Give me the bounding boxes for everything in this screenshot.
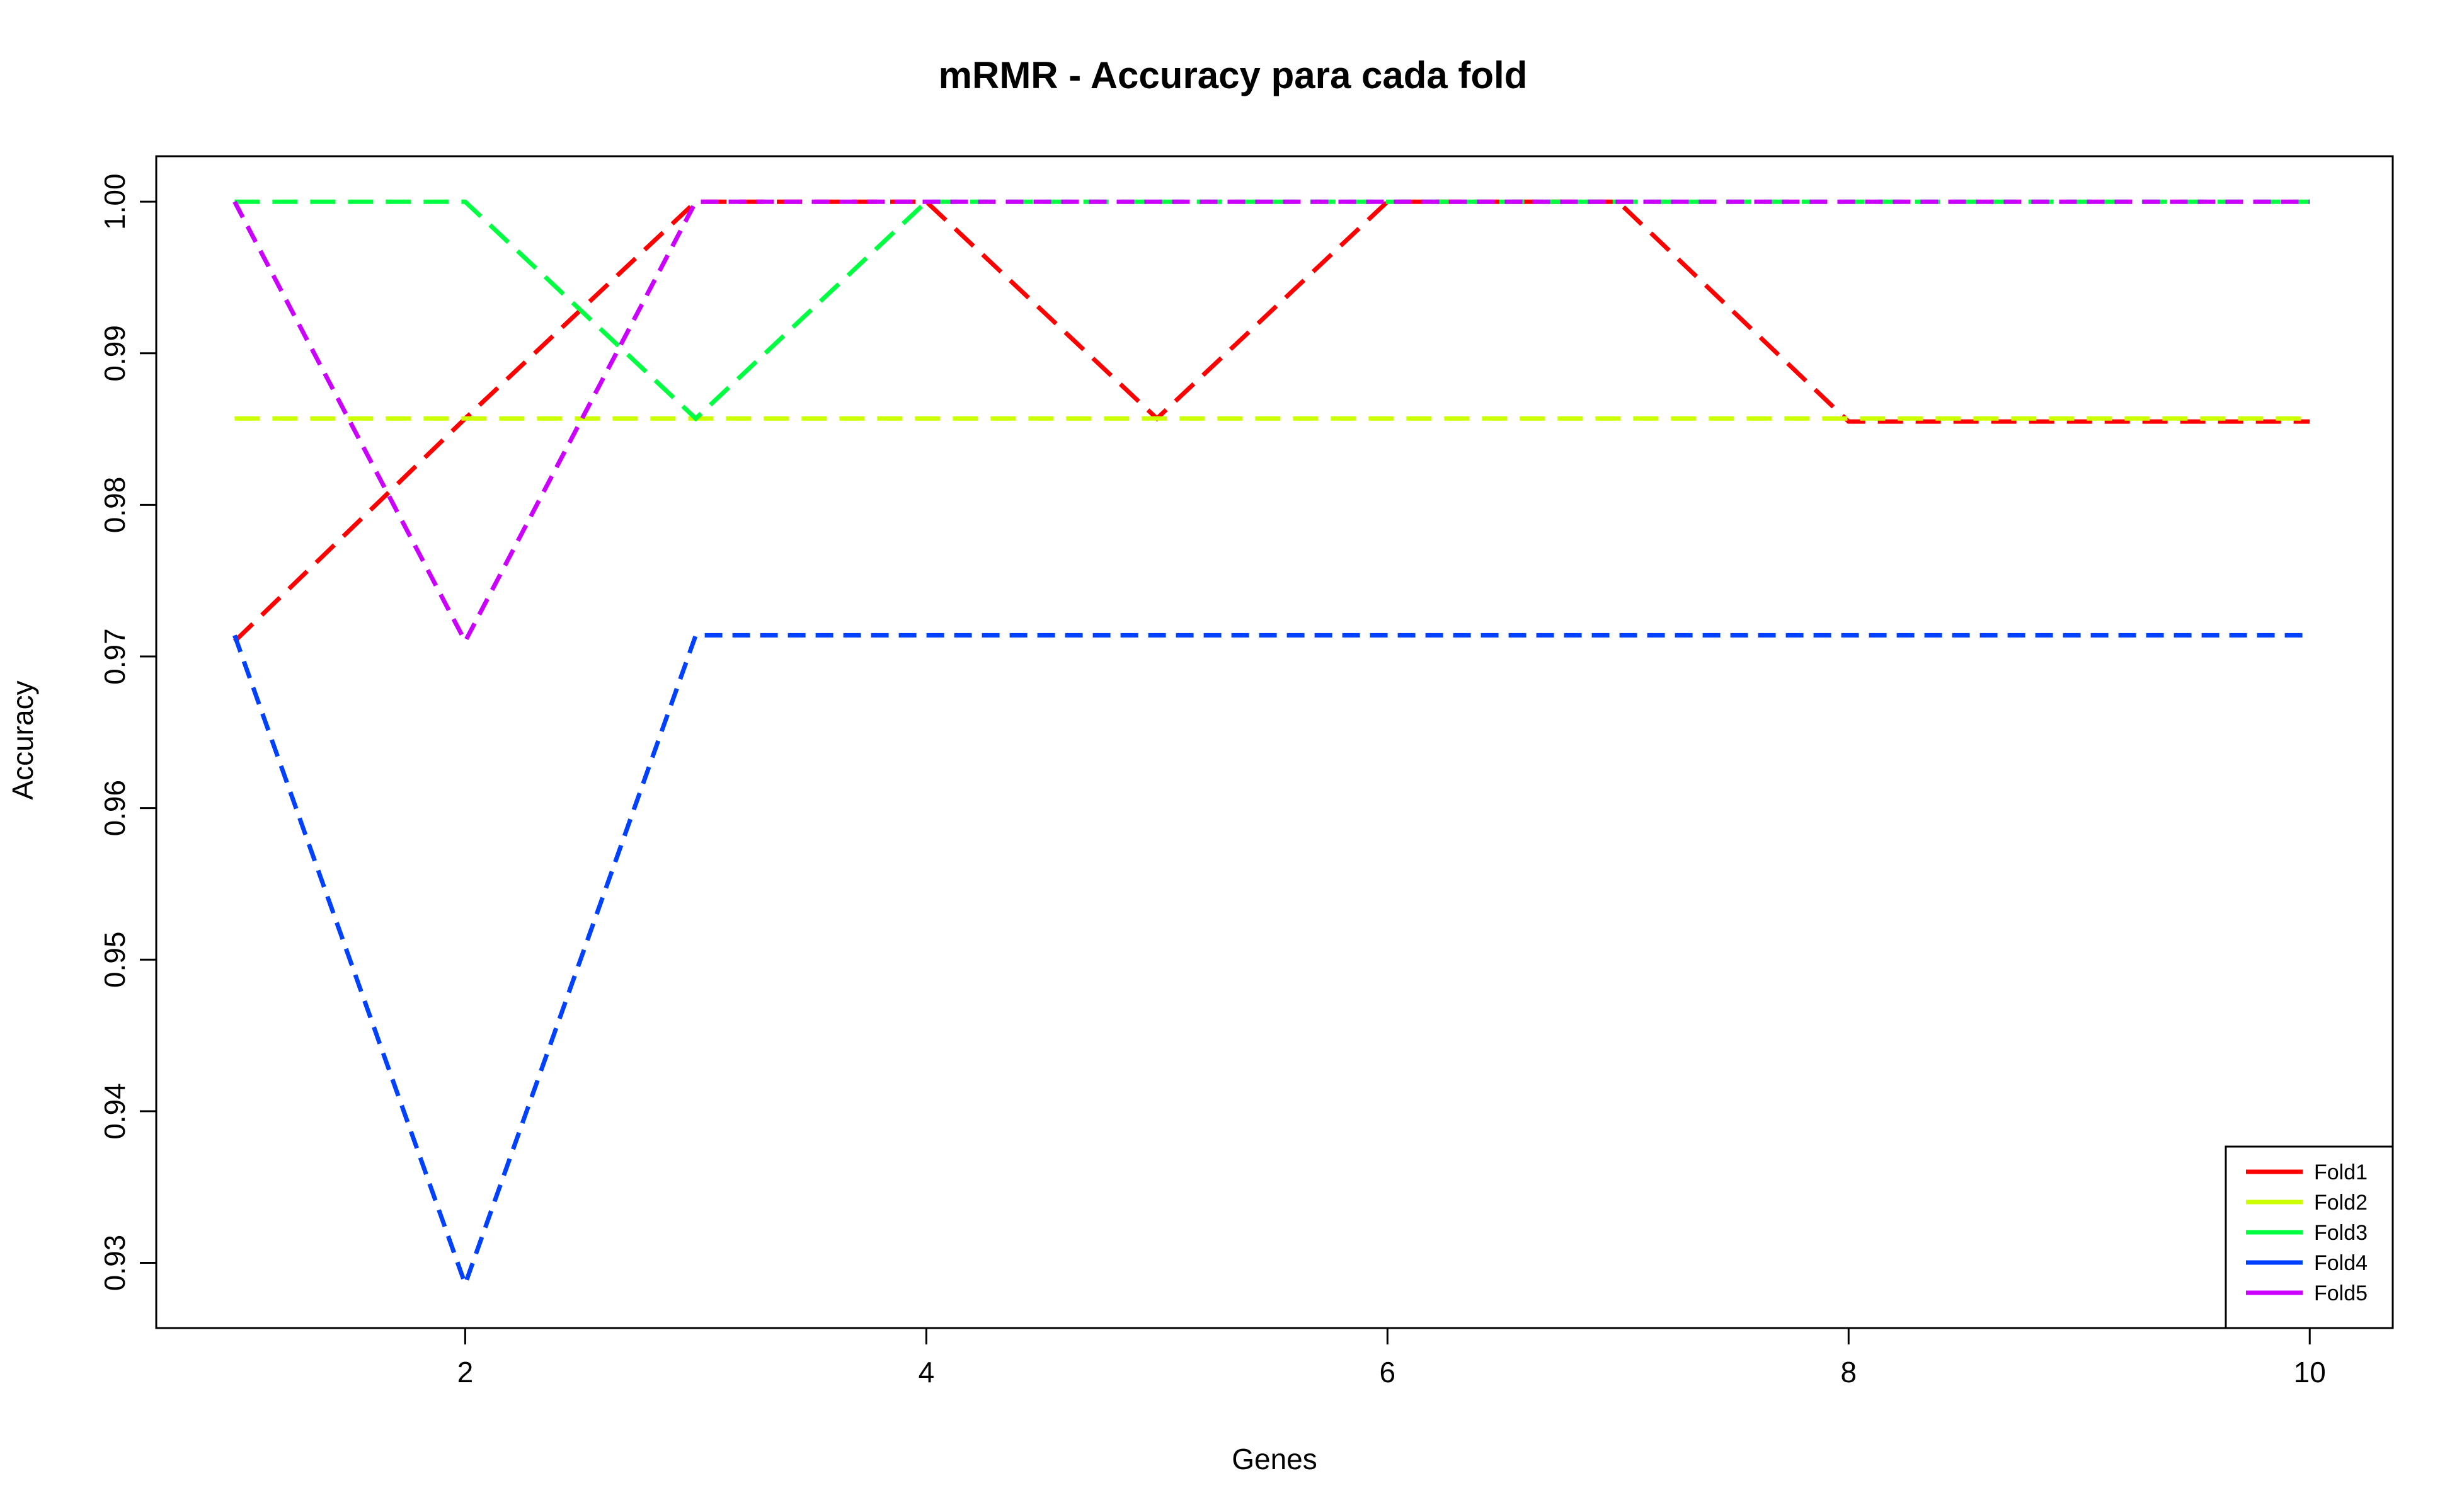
y-tick-label: 0.93: [98, 1235, 131, 1292]
legend-label-fold3: Fold3: [2314, 1221, 2368, 1245]
series-layer: [232, 199, 2310, 1291]
y-tick-label: 0.95: [98, 932, 131, 988]
legend-label-fold1: Fold1: [2314, 1160, 2368, 1184]
legend-label-fold5: Fold5: [2314, 1281, 2368, 1305]
x-tick-label: 4: [919, 1356, 935, 1389]
legend-box: [2225, 1145, 2394, 1329]
y-tick-label: 0.96: [98, 780, 131, 837]
x-tick-label: 2: [457, 1356, 474, 1389]
x-tick-label: 10: [2294, 1356, 2326, 1389]
y-tick-label: 1.00: [98, 173, 131, 230]
series-line-fold1: [232, 199, 2310, 643]
x-tick-label: 6: [1380, 1356, 1396, 1389]
chart-title: mRMR - Accuracy para cada fold: [939, 54, 1528, 96]
y-tick-label: 0.99: [98, 325, 131, 382]
x-axis-label: Genes: [1232, 1443, 1317, 1475]
series-line-fold5: [232, 199, 2310, 646]
y-axis-label: Accuracy: [6, 680, 39, 799]
legend-label-fold2: Fold2: [2314, 1191, 2368, 1215]
legend: Fold1 Fold2 Fold3 Fold4 Fold5: [2225, 1145, 2394, 1329]
y-tick-label: 0.98: [98, 477, 131, 534]
y-tick-label: 0.97: [98, 628, 131, 685]
x-tick-label: 8: [1840, 1356, 1857, 1389]
legend-label-fold4: Fold4: [2314, 1251, 2368, 1275]
y-axis: 0.93 0.94 0.95 0.96 0.97 0.98 0.99 1.00: [98, 173, 158, 1292]
y-tick-label: 0.94: [98, 1083, 131, 1140]
plot-area-frame: [155, 155, 2394, 1329]
series-line-fold4: [232, 633, 2310, 1291]
x-axis: 2 4 6 8 10: [457, 1327, 2326, 1389]
